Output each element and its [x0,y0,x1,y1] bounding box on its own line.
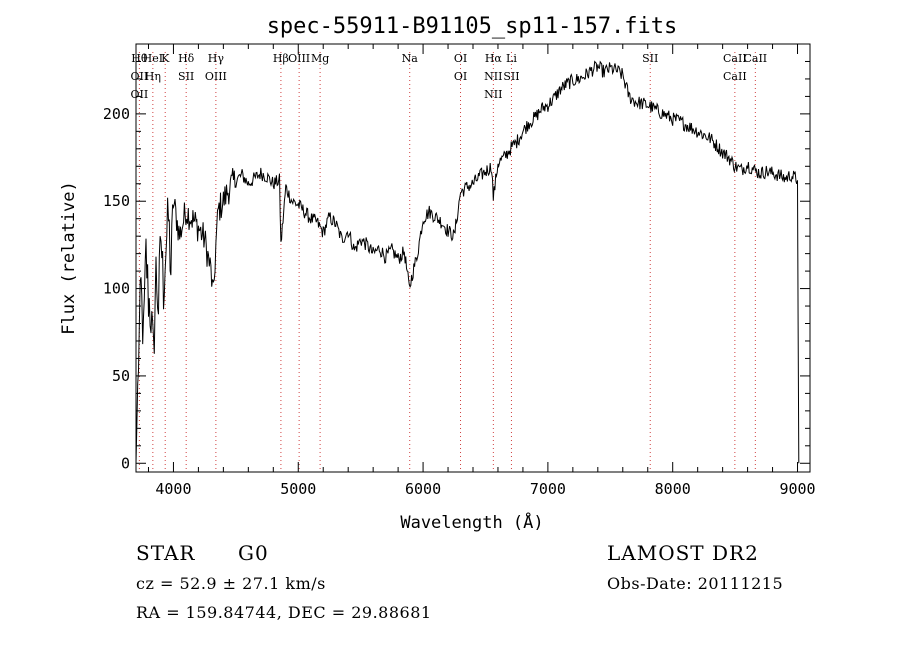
survey-name: LAMOST DR2 [607,541,759,565]
obs-date-text: Obs-Date: 20111215 [607,574,784,593]
redshift-text: cz = 52.9 ± 27.1 km/s [136,574,326,593]
line-label: CaII [723,52,747,65]
line-label: SII [503,70,519,83]
line-label: OIII [288,52,310,65]
line-label: SII [178,70,194,83]
line-label: NII [484,70,502,83]
y-tick-label: 150 [103,192,130,210]
line-label: SII [642,52,658,65]
line-label: NII [484,88,502,101]
x-tick-label: 4000 [155,480,191,498]
object-class: STAR [136,541,196,565]
line-label: Hθ [131,52,148,65]
line-label: K [161,52,170,65]
x-axis-label: Wavelength (Å) [400,511,543,533]
line-label: OIII [205,70,227,83]
y-tick-label: 200 [103,105,130,123]
line-label: Li [506,52,517,65]
plot-frame [135,43,811,473]
line-label: CaII [723,70,747,83]
line-label: Hβ [273,52,289,65]
line-label: OI [454,52,467,65]
x-tick-label: 7000 [530,480,566,498]
coordinates-text: RA = 159.84744, DEC = 29.88681 [136,603,432,622]
x-tick-label: 8000 [655,480,691,498]
line-label: OI [454,70,467,83]
line-label: OII [131,70,149,83]
spectrum-line [135,60,800,464]
y-tick-label: 0 [121,454,130,472]
line-label: Hδ [178,52,195,65]
axis-ticks: 4000 5000 6000 7000 8000 9000 0 50 100 150 200 [103,44,816,498]
chart-title: spec-55911-B91105_sp11-157.fits [267,14,678,39]
x-tick-label: 6000 [405,480,441,498]
line-label: HeI [143,52,163,65]
object-subclass: G0 [238,541,269,565]
line-label: Mg [311,52,329,65]
line-label: Hη [145,70,161,83]
y-tick-label: 50 [112,367,130,385]
y-tick-label: 100 [103,280,130,298]
line-label: Hα [485,52,503,65]
y-axis-label: Flux (relative) [59,181,79,335]
line-label: OII [131,88,149,101]
line-label: Na [402,52,419,65]
line-label: CaII [743,52,767,65]
x-tick-label: 9000 [779,480,815,498]
line-label: Hγ [208,52,225,65]
x-tick-label: 5000 [280,480,316,498]
